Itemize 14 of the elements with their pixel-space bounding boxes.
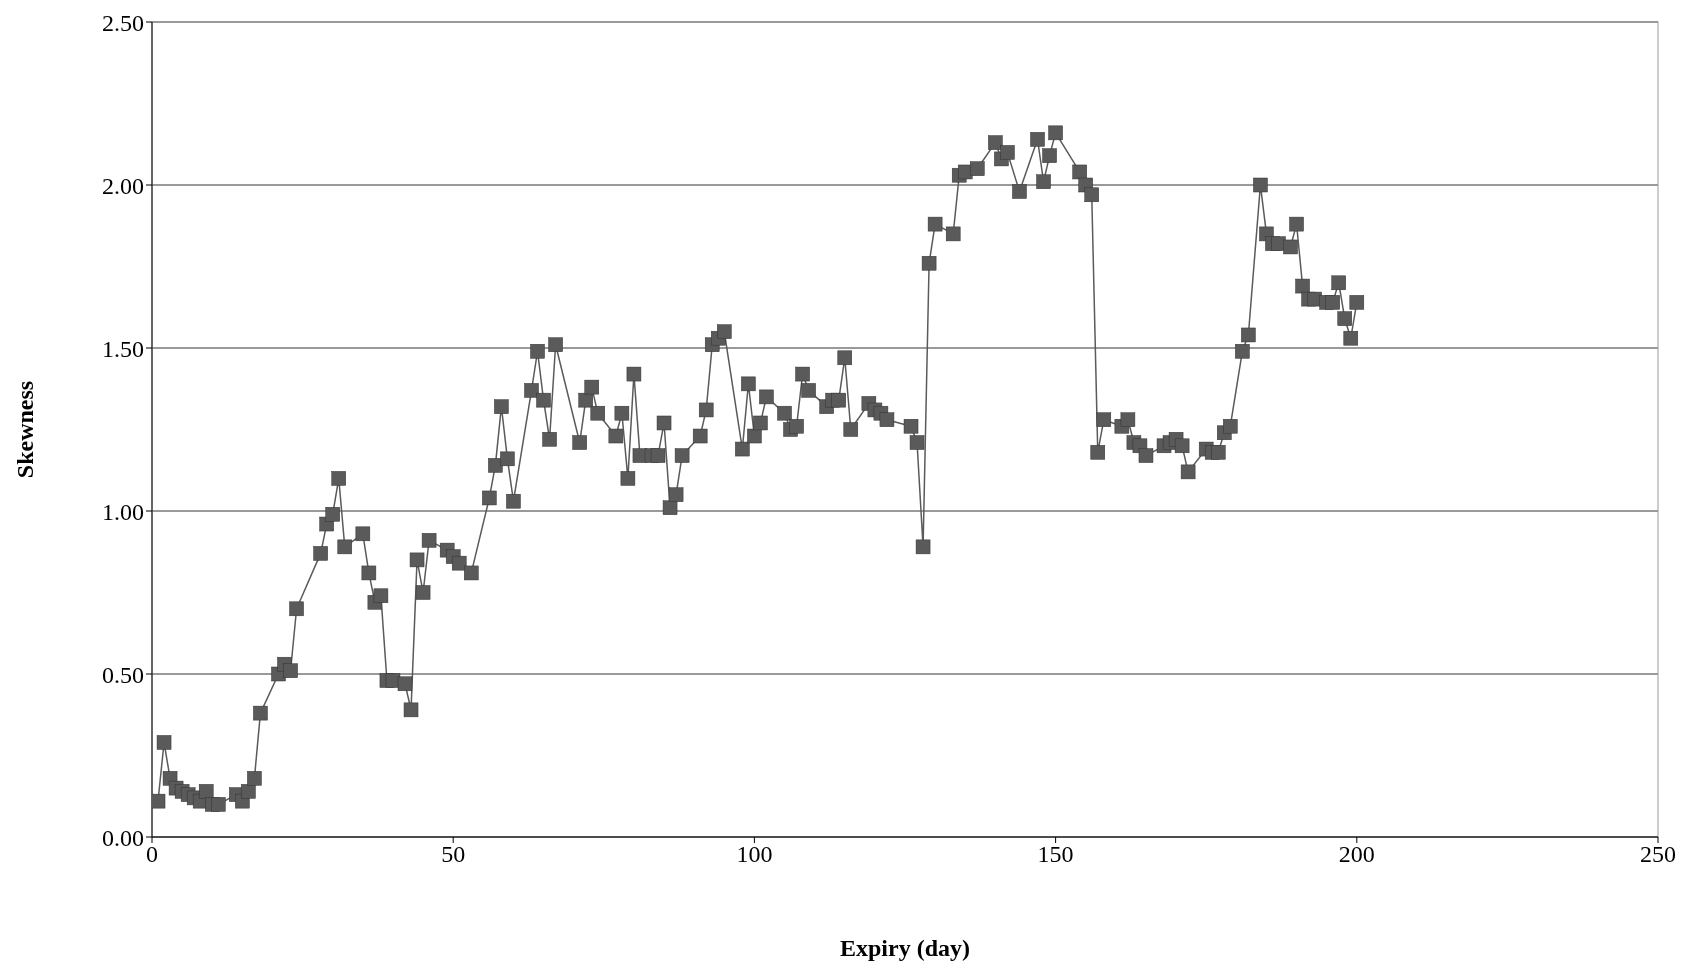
y-tick-label: 2.00: [102, 172, 144, 199]
x-tick-label: 250: [1640, 841, 1676, 868]
y-tick-label: 0.00: [102, 824, 144, 851]
x-tick-label: 100: [736, 841, 773, 868]
y-axis-title: Skewness: [11, 380, 38, 479]
y-tick-label: 2.50: [102, 9, 144, 36]
y-tick-label: 1.50: [102, 335, 144, 362]
x-tick-label: 50: [441, 841, 466, 868]
x-axis-title: Expiry (day): [839, 935, 971, 961]
x-tick-label: 0: [146, 841, 158, 868]
x-tick-label: 200: [1338, 841, 1375, 868]
y-tick-label: 0.50: [102, 661, 144, 688]
y-tick-label: 1.00: [102, 498, 144, 525]
x-tick-label: 150: [1037, 841, 1074, 868]
